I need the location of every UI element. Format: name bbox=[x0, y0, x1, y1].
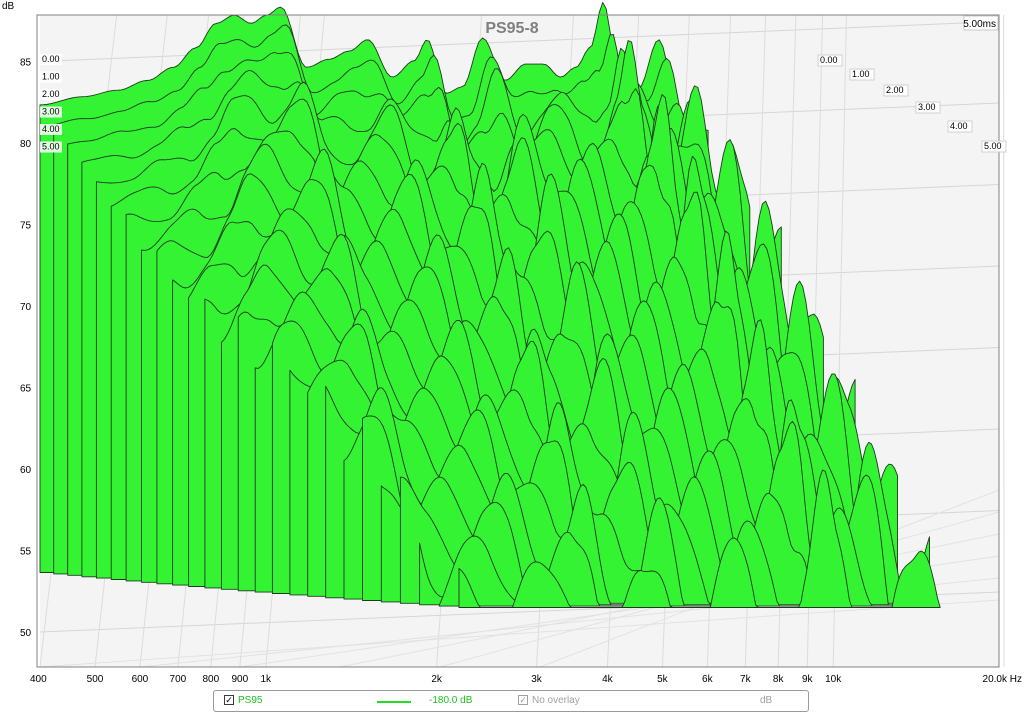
time-label-left: 3.00 bbox=[42, 107, 60, 117]
time-label-left: 0.00 bbox=[42, 54, 60, 64]
grid-line-floor bbox=[39, 599, 1000, 668]
plot-frame bbox=[36, 14, 1000, 668]
waterfall-slice bbox=[458, 469, 941, 608]
time-label-right: 1.00 bbox=[852, 69, 870, 79]
legend-unit: dB bbox=[760, 695, 773, 706]
time-label-bg bbox=[40, 106, 62, 118]
time-unit-label: 5.00ms bbox=[963, 19, 996, 30]
legend-bar: ✓ PS95 -180.0 dB ✓ No overlay dB bbox=[213, 690, 809, 712]
x-tick-label: 7k bbox=[740, 674, 752, 685]
time-label-right: 0.00 bbox=[820, 55, 838, 65]
x-tick-label: 600 bbox=[132, 674, 149, 685]
y-axis-label: dB bbox=[2, 1, 15, 12]
time-label-right: 5.00 bbox=[984, 141, 1002, 151]
legend-series-label: PS95 bbox=[238, 695, 263, 706]
time-unit-box bbox=[963, 15, 999, 31]
time-label-left: 5.00 bbox=[42, 142, 60, 152]
x-tick-label: 3k bbox=[531, 674, 543, 685]
time-label-box bbox=[981, 140, 1007, 153]
time-label-bg bbox=[40, 124, 62, 135]
legend-overlay-label: No overlay bbox=[532, 695, 580, 706]
time-label-bg bbox=[40, 71, 62, 83]
time-label-bg bbox=[40, 54, 62, 65]
x-tick-label: 20.0k Hz bbox=[983, 674, 1022, 685]
time-label-right: 4.00 bbox=[950, 121, 968, 131]
x-tick-label: 4k bbox=[602, 674, 614, 685]
time-label-box bbox=[817, 54, 843, 67]
x-tick-label: 1k bbox=[261, 674, 273, 685]
time-labels-left: 0.00 1.00 2.00 3.00 4.00 5.00 bbox=[40, 54, 62, 153]
legend-series-line bbox=[377, 701, 411, 703]
time-label-box bbox=[849, 68, 875, 81]
x-tick-label: 700 bbox=[170, 674, 187, 685]
overlay-checkbox[interactable]: ✓ bbox=[518, 695, 528, 705]
legend-value: -180.0 dB bbox=[429, 695, 473, 706]
x-tick-label: 900 bbox=[231, 674, 248, 685]
x-tick-label: 10k bbox=[825, 674, 842, 685]
y-tick-label: 70 bbox=[20, 302, 32, 313]
time-label-box bbox=[947, 120, 973, 133]
time-label-left: 4.00 bbox=[42, 124, 60, 134]
x-tick-label: 500 bbox=[87, 674, 104, 685]
y-tick-label: 65 bbox=[20, 384, 32, 395]
x-axis-ticks: 400 500 600 700 800 900 1k 2k 3k 4k 5k 6k 7k 8k 9k 10k 2… bbox=[30, 674, 1022, 685]
y-tick-label: 55 bbox=[20, 547, 32, 558]
time-label-bg bbox=[40, 141, 62, 153]
x-tick-label: 5k bbox=[657, 674, 669, 685]
x-tick-label: 6k bbox=[702, 674, 714, 685]
waterfall-slices bbox=[39, 2, 941, 608]
x-tick-label: 800 bbox=[202, 674, 219, 685]
time-label-bg bbox=[40, 89, 62, 100]
x-tick-label: 9k bbox=[802, 674, 814, 685]
y-tick-label: 85 bbox=[20, 58, 32, 69]
x-tick-label: 8k bbox=[773, 674, 785, 685]
time-label-left: 1.00 bbox=[42, 72, 60, 82]
y-tick-label: 75 bbox=[20, 221, 32, 232]
y-tick-label: 60 bbox=[20, 465, 32, 476]
y-axis-ticks: 85 80 75 70 65 60 55 50 bbox=[20, 58, 32, 640]
series-checkbox[interactable]: ✓ bbox=[224, 695, 234, 705]
time-label-left: 2.00 bbox=[42, 89, 60, 99]
x-tick-label: 2k bbox=[431, 674, 443, 685]
time-label-right: 3.00 bbox=[918, 102, 936, 112]
time-label-box bbox=[915, 101, 941, 114]
time-label-right: 2.00 bbox=[886, 85, 904, 95]
x-tick-label: 400 bbox=[30, 674, 47, 685]
y-tick-label: 80 bbox=[20, 139, 32, 150]
time-labels-right: 0.00 1.00 2.00 3.00 4.00 5.00 bbox=[817, 54, 1007, 153]
time-label-box bbox=[883, 84, 909, 97]
y-tick-label: 50 bbox=[20, 628, 32, 639]
chart-title: PS95-8 bbox=[485, 20, 538, 37]
